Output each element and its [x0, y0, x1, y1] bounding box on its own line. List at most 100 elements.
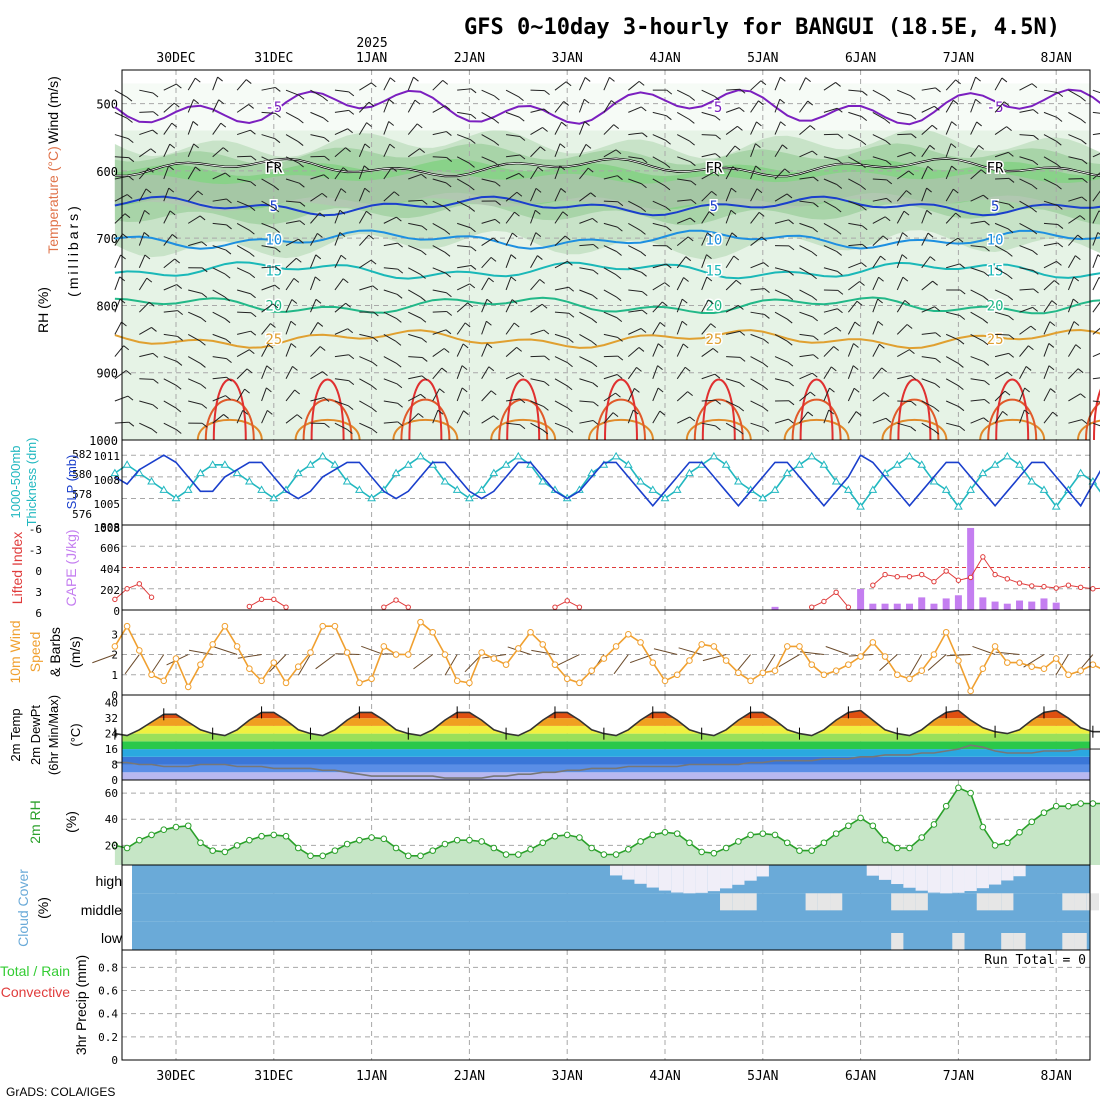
wind-barb	[163, 422, 177, 430]
wind-barb	[261, 303, 274, 313]
wind10m-barb	[150, 654, 165, 675]
rh2m-line-point	[991, 842, 999, 849]
wind-barb-flag	[1056, 117, 1063, 122]
warm-isotherm-arch	[392, 418, 459, 441]
wind-speed-line-point	[368, 675, 375, 683]
wind-barb-flag	[957, 237, 964, 243]
wind-barb-flag	[687, 236, 694, 242]
wind-barb-flag	[762, 385, 769, 391]
wind-barb-flag	[537, 166, 544, 172]
wind-barb-flag	[273, 185, 280, 191]
wind-barb-flag	[1081, 419, 1088, 425]
wind-barb-flag	[250, 330, 257, 336]
wind-barb	[579, 311, 592, 320]
wind-barb	[725, 279, 737, 291]
wind-barb-flag	[371, 407, 377, 413]
wind-barb	[970, 289, 984, 297]
wind-speed-line-point	[942, 628, 950, 636]
wind-barb	[994, 126, 1007, 135]
wind-barb-flag	[366, 210, 372, 216]
wind-barb-flag	[290, 343, 297, 348]
wind-barb-flag	[518, 173, 525, 178]
wind-barb	[530, 255, 538, 269]
wind10m-barb	[909, 654, 923, 676]
wind-barb-flag	[958, 385, 964, 391]
wind-barb	[848, 243, 863, 247]
wind-barb	[212, 198, 227, 202]
wind-barb	[897, 400, 912, 403]
wind-barb-flag	[419, 148, 425, 154]
wind-barb	[407, 76, 414, 91]
wind-barb-flag	[171, 122, 178, 128]
wind-barb	[725, 107, 740, 113]
dewpt2m-line	[114, 744, 1100, 779]
wind-barb-flag	[755, 165, 761, 171]
wind-barb	[481, 156, 495, 163]
isotherm-line	[114, 296, 1100, 315]
wind-barb-flag	[612, 412, 619, 418]
wind-barb	[1043, 178, 1057, 186]
wind-barb	[310, 233, 318, 246]
wind-barb-flag	[518, 372, 525, 378]
wind-barb-flag	[248, 104, 254, 109]
wind-barb-flag	[1073, 276, 1080, 282]
wind-barb-flag	[224, 318, 231, 324]
wind-barb	[750, 311, 765, 315]
rh2m-label: 2m RH	[27, 800, 43, 844]
wind-barb-flag	[315, 298, 322, 304]
wind-barb	[237, 330, 251, 335]
wind-barb	[1092, 89, 1100, 94]
wind-barb	[823, 156, 838, 161]
wind-barb-flag	[592, 420, 599, 425]
wind-barb	[897, 375, 912, 380]
cloud-high-gap	[878, 865, 892, 880]
thickness-line-point	[171, 493, 181, 502]
wind-barb	[457, 245, 472, 248]
thickness-line-point	[978, 468, 988, 477]
wind-barb	[994, 289, 1008, 297]
wind-barb	[896, 170, 910, 180]
wind-barb	[945, 333, 960, 341]
rh2m-tick-label: 40	[105, 813, 118, 826]
wind-barb-flag	[1024, 387, 1030, 393]
wind-barb	[334, 278, 344, 291]
wind-barb-flag	[908, 170, 915, 176]
wind-barb	[1019, 345, 1029, 357]
wind-barb	[505, 172, 520, 180]
wind-barb-flag	[273, 162, 280, 168]
wind-barb	[138, 167, 149, 180]
wind-barb-flag	[396, 293, 403, 299]
wind-barb	[236, 349, 250, 358]
wind-barb	[554, 211, 564, 224]
rh2m-line-point	[588, 844, 595, 852]
isotherm-label: FR	[987, 161, 1004, 177]
wind-barb-flag	[370, 82, 377, 88]
cape-tick-label: 606	[100, 542, 120, 555]
wind-barb-flag	[152, 404, 159, 410]
panel-frame	[121, 949, 1091, 1061]
thickness-line-point	[1027, 477, 1037, 485]
wind-barb	[261, 134, 276, 140]
wind-speed-line-point	[1052, 655, 1060, 662]
wind-speed-line-point	[453, 677, 461, 685]
cape-bar	[1052, 602, 1060, 610]
cloud-high-gap	[866, 865, 879, 876]
wind-barb	[995, 177, 1010, 180]
wind-barb-flag	[225, 395, 231, 400]
wind-speed-line-point	[172, 655, 180, 662]
wind-barb	[408, 245, 422, 252]
rh-grey-band	[114, 171, 1100, 211]
wind-barb-flag	[616, 374, 623, 379]
wind-barb-flag	[1056, 261, 1062, 266]
wind-barb-flag	[713, 171, 720, 177]
lifted-index-point	[393, 597, 399, 603]
wind-barb	[970, 245, 985, 248]
wind-barb	[285, 156, 299, 164]
wind-barb-flag	[854, 321, 861, 327]
wind-barb	[823, 409, 830, 424]
wind-barb	[114, 276, 121, 291]
wind-barb	[799, 333, 814, 337]
wind-barb-flag	[666, 115, 672, 121]
thickness-line-point	[990, 460, 1000, 468]
wind-barb	[1043, 343, 1050, 357]
